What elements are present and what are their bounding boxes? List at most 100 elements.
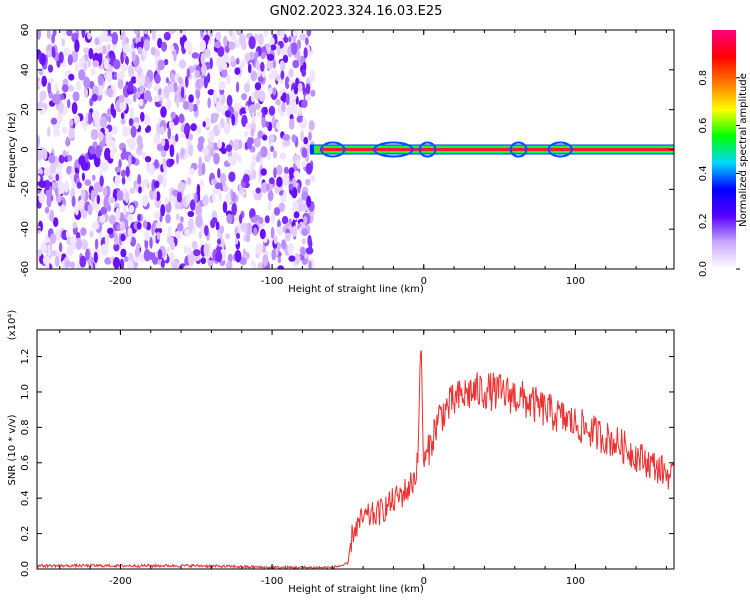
heatmap-cell [44, 206, 50, 214]
heatmap-cell [108, 214, 116, 225]
heatmap-cell [55, 187, 59, 197]
heatmap-cell [188, 102, 194, 113]
heatmap-cell [268, 105, 276, 116]
heatmap-cell [83, 62, 88, 71]
heatmap-cell [187, 210, 195, 218]
heatmap-bright-segment [509, 141, 528, 158]
heatmap-cell [103, 187, 107, 197]
heatmap-cell [256, 111, 263, 118]
heatmap-cell [38, 180, 47, 188]
y-tick-label: 0.8 [20, 419, 31, 435]
heatmap-cell [139, 84, 145, 95]
heatmap-cell [51, 46, 56, 58]
heatmap-cell [180, 216, 184, 223]
heatmap-cell [194, 69, 200, 79]
y-tick-label: 0.0 [20, 561, 31, 577]
heatmap-cell [157, 59, 165, 71]
heatmap-cell [212, 178, 217, 185]
heatmap-cell [75, 62, 80, 72]
heatmap-cell [169, 158, 175, 166]
heatmap-cell [228, 30, 233, 37]
heatmap-cell [299, 33, 307, 41]
heatmap-cell [66, 165, 73, 175]
heatmap-cell [173, 80, 178, 93]
heatmap-cell [84, 87, 88, 99]
heatmap-cell [61, 38, 65, 47]
heatmap-cell [147, 164, 155, 174]
heatmap-cell [137, 174, 142, 185]
heatmap-cell [306, 30, 312, 37]
heatmap-cell [209, 30, 214, 37]
heatmap-cell [69, 118, 74, 127]
heatmap-cell [298, 197, 304, 205]
heatmap-cell [257, 76, 264, 83]
heatmap-cell [269, 145, 275, 153]
heatmap-cell [87, 203, 93, 216]
heatmap-cell [262, 254, 269, 267]
heatmap-cell [220, 147, 227, 154]
heatmap-cell [222, 201, 228, 214]
heatmap-cell [47, 64, 54, 73]
heatmap-cell [178, 113, 185, 124]
heatmap-cell [197, 168, 203, 177]
heatmap-cell [142, 194, 149, 207]
heatmap-cell [262, 243, 266, 254]
heatmap-cell [161, 41, 167, 52]
heatmap-cell [244, 52, 251, 62]
heatmap-cell [50, 233, 57, 245]
heatmap-cell [226, 213, 233, 224]
heatmap-cell [291, 134, 297, 143]
heatmap-cell [301, 99, 308, 108]
heatmap-cell [170, 111, 176, 120]
heatmap-cell [65, 260, 72, 268]
heatmap-cell [38, 192, 45, 204]
heatmap-cell [196, 99, 201, 106]
heatmap-cell [207, 89, 215, 96]
heatmap-cell [235, 81, 240, 93]
heatmap-cell [288, 218, 292, 227]
colorbar: 0.0 0.2 0.4 0.6 0.8 Normalized spectral ampl… [698, 30, 749, 277]
heatmap-cell [247, 63, 252, 74]
heatmap-cell [107, 115, 112, 123]
heatmap-cell [273, 207, 281, 216]
heatmap-cell [113, 72, 118, 80]
heatmap-cell [163, 58, 169, 66]
heatmap-cell [259, 228, 266, 240]
heatmap-cell [128, 154, 132, 167]
heatmap-cell [291, 41, 298, 55]
heatmap-cell [58, 101, 64, 114]
heatmap-cell [105, 128, 109, 136]
heatmap-cell [260, 146, 268, 158]
heatmap-cell [177, 222, 184, 232]
heatmap-cell [261, 182, 269, 194]
heatmap-cell [199, 39, 206, 52]
heatmap-cell [239, 33, 246, 46]
heatmap-cell [258, 90, 266, 102]
heatmap-cell [124, 191, 130, 204]
heatmap-cell [187, 246, 192, 256]
heatmap-cell [37, 149, 43, 161]
heatmap-cell [76, 181, 82, 189]
heatmap-cell [128, 204, 135, 214]
heatmap-cell [175, 213, 180, 221]
heatmap-cell [191, 52, 200, 59]
heatmap-cell [260, 168, 267, 176]
heatmap-cell [99, 215, 106, 223]
heatmap-cell [144, 229, 150, 241]
heatmap-cell [61, 84, 69, 93]
heatmap-cell [195, 215, 203, 228]
heatmap-cell [162, 157, 167, 171]
heatmap-cell [37, 135, 40, 148]
heatmap-cell [47, 82, 52, 95]
heatmap-cell [130, 125, 137, 138]
heatmap-cell [277, 219, 281, 229]
heatmap-cell [301, 160, 307, 168]
heatmap-cell [234, 237, 239, 245]
heatmap-cell [115, 207, 121, 221]
heatmap-cell [69, 235, 77, 245]
heatmap-cell [72, 221, 77, 229]
heatmap-cell [277, 256, 282, 264]
heatmap-cell [99, 116, 107, 129]
heatmap-cell [175, 133, 179, 142]
heatmap-cell [112, 108, 117, 119]
